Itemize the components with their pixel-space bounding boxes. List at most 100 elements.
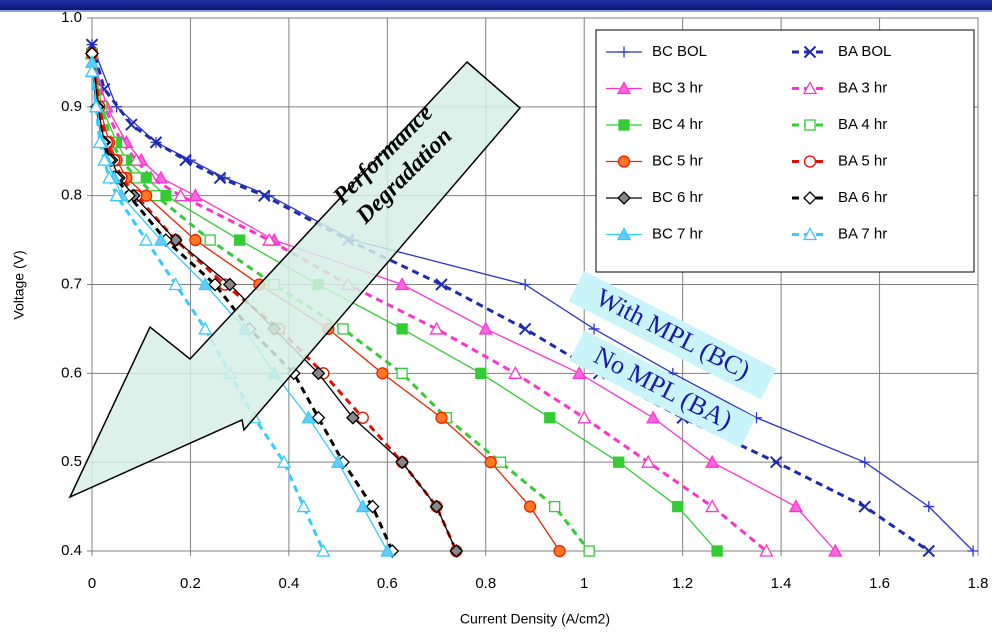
header-rule (0, 10, 992, 12)
marker (337, 323, 349, 335)
x-axis-label: Current Density (A/cm2) (460, 611, 610, 627)
plot-frame (91, 17, 979, 552)
legend-item: BA 7 hr (792, 225, 887, 242)
y-tick-label: 1.0 (61, 9, 82, 26)
marker (331, 454, 346, 468)
marker (705, 454, 720, 468)
marker (355, 499, 370, 513)
marker (922, 544, 935, 558)
x-tick-label: 0.8 (475, 575, 496, 592)
legend-box (595, 29, 975, 273)
legend-label: BA 7 hr (838, 225, 887, 242)
legend-label: BA 3 hr (838, 79, 887, 96)
marker (376, 367, 389, 380)
marker (802, 227, 818, 241)
marker (859, 456, 871, 468)
x-tick-label: 0.4 (278, 575, 299, 592)
marker (109, 188, 124, 202)
marker (258, 189, 271, 202)
y-tick-label: 0.7 (61, 275, 82, 292)
degradation-arrow (68, 60, 522, 499)
legend-item: BA BOL (792, 43, 891, 60)
header-bar (0, 0, 992, 10)
marker (168, 233, 183, 248)
legend: BC BOL BA BOL BC 3 hr BA 3 hr BC 4 hr BA 4 hr… (606, 43, 891, 242)
marker (518, 322, 532, 336)
series-line (90, 53, 458, 552)
legend-item: BA 6 hr (792, 189, 887, 206)
marker (301, 410, 316, 424)
x-tick-label: 0.6 (377, 575, 398, 592)
marker (140, 172, 152, 184)
marker (705, 499, 720, 513)
y-tick-label: 0.9 (61, 98, 82, 115)
marker (311, 366, 326, 381)
marker (618, 46, 630, 58)
marker (276, 454, 292, 468)
legend-label: BC 4 hr (652, 116, 703, 133)
legend-item: BC BOL (606, 43, 707, 60)
legend-label: BC BOL (652, 43, 707, 60)
marker (213, 171, 227, 185)
marker (828, 543, 843, 557)
marker (222, 277, 237, 292)
marker (168, 277, 183, 291)
marker (508, 365, 523, 379)
marker (97, 152, 112, 166)
marker (435, 411, 448, 424)
marker (583, 545, 595, 557)
marker (311, 410, 326, 425)
marker (188, 188, 203, 202)
y-tick-label: 0.5 (61, 453, 82, 470)
marker (88, 99, 104, 113)
x-tick-label: 1.6 (869, 575, 890, 592)
marker (121, 188, 136, 203)
marker (803, 155, 817, 168)
legend-item: BC 5 hr (606, 152, 703, 169)
marker (788, 499, 803, 513)
marker (208, 277, 222, 292)
marker (549, 500, 561, 513)
marker (484, 456, 497, 469)
marker (769, 455, 783, 469)
x-tick-label: 0 (88, 575, 96, 592)
marker (475, 367, 487, 379)
legend-item: BC 6 hr (606, 189, 703, 206)
y-tick-label: 0.8 (61, 187, 82, 204)
marker (380, 543, 395, 557)
marker (396, 323, 408, 335)
x-tick-label: 0.2 (180, 575, 201, 592)
y-tick-label: 0.4 (61, 542, 82, 559)
marker (125, 118, 138, 131)
marker (435, 278, 448, 291)
marker (262, 232, 277, 246)
marker (396, 367, 408, 379)
marker (519, 279, 531, 290)
series-line (90, 53, 591, 552)
marker (616, 227, 632, 241)
marker (102, 170, 117, 184)
marker (296, 499, 311, 513)
marker (429, 499, 444, 514)
legend-item: BA 4 hr (792, 116, 887, 133)
marker (153, 232, 169, 246)
legend-item: BC 7 hr (606, 225, 703, 242)
marker (617, 191, 631, 205)
marker (234, 234, 246, 246)
marker (858, 500, 871, 513)
marker (523, 500, 537, 513)
marker (618, 119, 630, 131)
series-line (90, 53, 394, 552)
marker (345, 410, 360, 425)
x-tick-label: 1.2 (672, 575, 693, 592)
marker (149, 136, 163, 149)
marker (92, 135, 107, 149)
marker (588, 323, 600, 335)
marker (150, 190, 162, 202)
marker (646, 410, 661, 424)
marker (577, 410, 592, 424)
marker (129, 152, 144, 166)
marker (711, 545, 723, 557)
legend-label: BC 7 hr (652, 225, 703, 242)
